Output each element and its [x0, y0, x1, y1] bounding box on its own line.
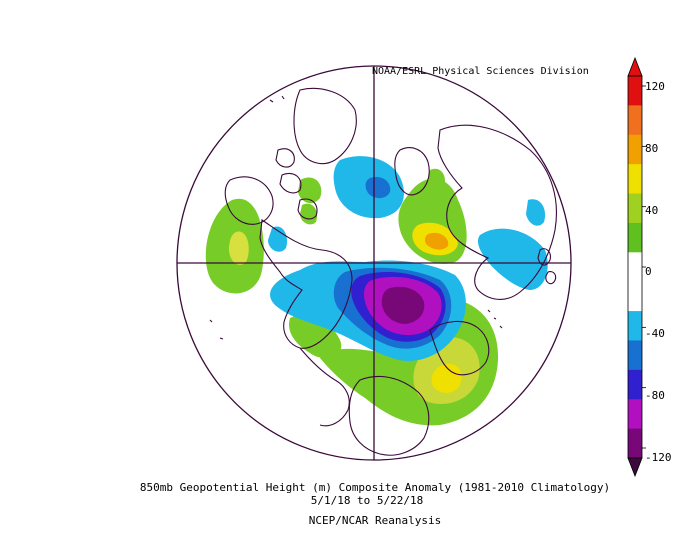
- colorbar: [627, 56, 646, 478]
- negative-anomaly-polar-core: [365, 176, 391, 199]
- colorbar-label-neg120: -120: [645, 451, 672, 464]
- coastline-arctic-islands: [275, 148, 318, 220]
- colorbar-segment: [628, 369, 642, 400]
- coastline-scandinavia: [394, 147, 430, 196]
- colorbar-segment: [628, 428, 642, 459]
- colorbar-label-40: 40: [645, 204, 659, 217]
- negative-anomaly-main-core: [381, 286, 425, 324]
- coastline-small-islands: [209, 95, 503, 340]
- colorbar-segment: [628, 311, 642, 341]
- coastlines: [209, 87, 557, 456]
- colorbar-segment: [628, 134, 642, 165]
- colorbar-bottom-arrow: [627, 457, 643, 478]
- positive-anomaly-small-2: [300, 203, 318, 225]
- coastline-greenland: [293, 87, 357, 165]
- positive-anomaly-small-3: [428, 168, 446, 191]
- coastline-central-america: [299, 347, 350, 427]
- coastline-europe: [429, 320, 490, 376]
- negative-anomaly-east-asia: [477, 228, 548, 290]
- caption-source: NCEP/NCAR Reanalysis: [308, 514, 442, 527]
- colorbar-label-neg80: -80: [645, 389, 665, 402]
- coastline-africa: [348, 375, 430, 456]
- colorbar-segment: [628, 252, 642, 283]
- negative-anomaly-east-asia-2: [526, 199, 546, 226]
- colorbar-segment: [628, 105, 642, 136]
- positive-anomaly-small-1: [298, 177, 322, 204]
- colorbar-segment: [628, 76, 642, 106]
- credit-label: NOAA/ESRL Physical Sciences Division: [372, 66, 589, 77]
- positive-anomaly-pacific-core: [228, 231, 249, 265]
- colorbar-top-arrow: [627, 56, 643, 77]
- graticule: [177, 66, 571, 460]
- map-border: [176, 65, 572, 461]
- colorbar-segment: [628, 164, 642, 195]
- colorbar-segment: [628, 399, 642, 430]
- colorbar-segment: [628, 193, 642, 224]
- positive-anomaly-arctic-peak: [424, 232, 449, 250]
- negative-anomaly-north-pacific: [268, 226, 288, 252]
- coastline-japan: [537, 248, 557, 285]
- colorbar-label-0: 0: [645, 265, 652, 278]
- colorbar-label-120: 120: [645, 80, 665, 93]
- caption-title: 850mb Geopotential Height (m) Composite …: [139, 481, 611, 494]
- colorbar-label-80: 80: [645, 142, 659, 155]
- anomaly-shading: [205, 156, 548, 426]
- colorbar-segment: [628, 281, 642, 312]
- colorbar-label-neg40: -40: [645, 327, 665, 340]
- coastline-alaska: [224, 176, 274, 225]
- positive-anomaly-atlantic-core: [431, 363, 462, 393]
- coastline-asia: [437, 124, 557, 300]
- colorbar-segment: [628, 340, 642, 371]
- caption-dates: 5/1/18 to 5/22/18: [310, 494, 424, 507]
- colorbar-segment: [628, 222, 642, 253]
